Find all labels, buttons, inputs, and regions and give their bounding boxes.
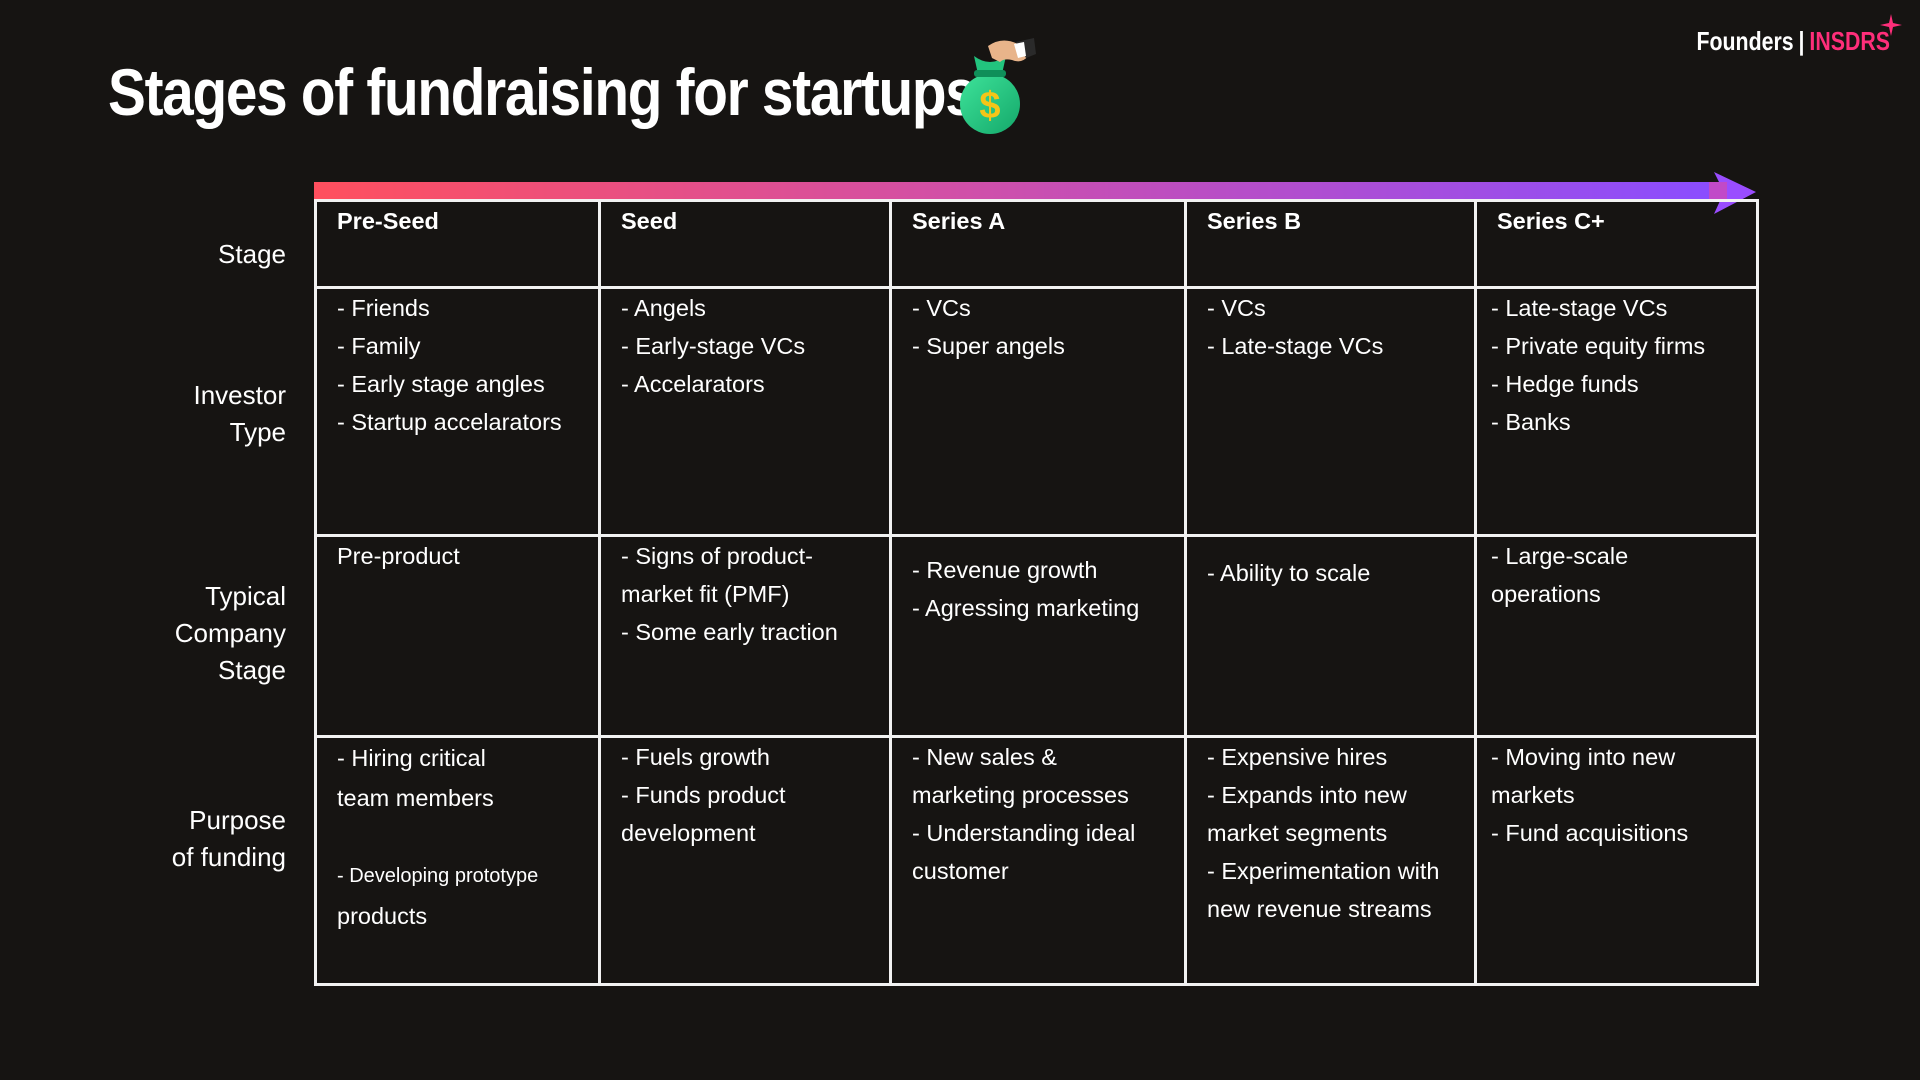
fundraising-table: Pre-Seed Seed Series A Series B Series C… [314, 199, 1759, 986]
purpose-row: - Hiring critical team members - Develop… [314, 735, 1759, 986]
purpose-cell: - Moving into new markets - Fund acquisi… [1474, 735, 1759, 986]
brand-logo: Founders | INSDRS [1696, 26, 1890, 57]
cell-line: - Private equity firms [1491, 333, 1706, 359]
company-stage-row: Pre-product - Signs of product- market f… [314, 534, 1759, 738]
row-label-company-stage: Typical Company Stage [174, 581, 286, 685]
cell-line: - Accelarators [621, 371, 765, 397]
stage-header-row: Pre-Seed Seed Series A Series B Series C… [314, 199, 1759, 289]
brand-separator: | [1798, 26, 1805, 56]
investor-type-row: - Friends - Family - Early stage angles … [314, 286, 1759, 537]
cell-line: - Large-scale [1491, 543, 1629, 569]
cell-line: - Understanding ideal [912, 820, 1136, 846]
cell-line: - Expensive hires [1207, 744, 1388, 770]
purpose-cell: - New sales & marketing processes - Unde… [889, 735, 1187, 986]
cell-line: - Signs of product- [621, 543, 814, 569]
row-label-purpose: Purpose of funding [171, 805, 286, 872]
cell-line: - Some early traction [621, 619, 838, 645]
cell-line: operations [1491, 581, 1601, 607]
cell-line: - Funds product [621, 782, 786, 808]
cell-line: - Ability to scale [1207, 560, 1371, 586]
cell-line: - Super angels [912, 333, 1065, 359]
purpose-cell: - Fuels growth - Funds product developme… [598, 735, 892, 986]
cell-line: market segments [1207, 820, 1388, 846]
cell-line: team members [337, 785, 494, 811]
brand-name-insdrs: INSDRS [1809, 26, 1890, 56]
cell-line: development [621, 820, 756, 846]
cell-line: new revenue streams [1207, 896, 1432, 922]
cell-line: - Banks [1491, 409, 1571, 435]
row-label-investor-type: Investor Type [193, 380, 287, 447]
cell-line: - Experimentation with [1207, 858, 1440, 884]
company-stage-cell: Pre-product [314, 534, 601, 738]
cell-line: customer [912, 858, 1009, 884]
cell-line: - Moving into new [1491, 744, 1676, 770]
cell-line: - Developing prototype [337, 865, 539, 887]
stage-header-cell: Series A [889, 199, 1187, 289]
investor-type-cell: - Friends - Family - Early stage angles … [314, 286, 601, 537]
svg-text:$: $ [979, 85, 1000, 127]
cell-line: - Fund acquisitions [1491, 820, 1689, 846]
cell-line: - Early-stage VCs [621, 333, 806, 359]
company-stage-cell: - Large-scale operations [1474, 534, 1759, 738]
company-stage-cell: - Ability to scale [1184, 534, 1477, 738]
cell-line: Pre-product [337, 543, 460, 569]
sparkle-icon [1880, 14, 1902, 36]
investor-type-cell: - Angels - Early-stage VCs - Accelarator… [598, 286, 892, 537]
cell-line: markets [1491, 782, 1575, 808]
company-stage-cell: - Revenue growth - Agressing marketing [889, 534, 1187, 738]
stage-header-cell: Series C+ [1474, 199, 1759, 289]
stage-header-cell: Series B [1184, 199, 1477, 289]
cell-line: - Hedge funds [1491, 371, 1639, 397]
cell-line: - Hiring critical [337, 745, 486, 771]
cell-line: - Family [337, 333, 421, 359]
cell-line: - Fuels growth [621, 744, 770, 770]
cell-line: - Late-stage VCs [1207, 333, 1384, 359]
cell-line: - VCs [912, 295, 971, 321]
cell-line: - Agressing marketing [912, 595, 1140, 621]
cell-line: - Friends [337, 295, 430, 321]
cell-line: - VCs [1207, 295, 1266, 321]
investor-type-cell: - Late-stage VCs - Private equity firms … [1474, 286, 1759, 537]
cell-line: - Startup accelarators [337, 409, 562, 435]
cell-line: marketing processes [912, 782, 1129, 808]
cell-line: - Angels [621, 295, 706, 321]
cell-line: - Revenue growth [912, 557, 1098, 583]
cell-line: market fit (PMF) [621, 581, 790, 607]
cell-line: products [337, 903, 428, 929]
page-title: Stages of fundraising for startups [108, 55, 977, 129]
cell-line: - Early stage angles [337, 371, 545, 397]
cell-line: - Late-stage VCs [1491, 295, 1668, 321]
row-label-stage: Stage [218, 239, 286, 269]
cell-line: - New sales & [912, 744, 1057, 770]
purpose-cell: - Expensive hires - Expands into new mar… [1184, 735, 1477, 986]
brand-name-founders: Founders [1696, 26, 1794, 56]
investor-type-cell: - VCs - Late-stage VCs [1184, 286, 1477, 537]
purpose-cell: - Hiring critical team members - Develop… [314, 735, 601, 986]
stage-header-cell: Seed [598, 199, 892, 289]
money-bag-icon: $ [960, 38, 1036, 134]
cell-line: - Expands into new [1207, 782, 1407, 808]
company-stage-cell: - Signs of product- market fit (PMF) - S… [598, 534, 892, 738]
stage-header-cell: Pre-Seed [314, 199, 601, 289]
investor-type-cell: - VCs - Super angels [889, 286, 1187, 537]
